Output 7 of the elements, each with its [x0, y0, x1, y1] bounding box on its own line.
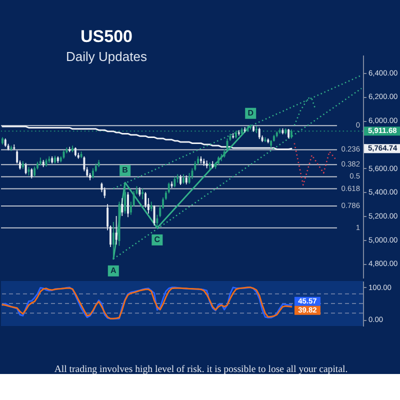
annotation: C [154, 234, 160, 244]
chart-subtitle: Daily Updates [66, 49, 148, 64]
chart-title: US500 [80, 27, 132, 46]
annotation: A [110, 266, 117, 275]
text: All trading involves high level of risk. it is possible to lose all your capital. [54, 364, 348, 375]
annotation: D [248, 108, 254, 118]
annotation: B [122, 166, 128, 175]
